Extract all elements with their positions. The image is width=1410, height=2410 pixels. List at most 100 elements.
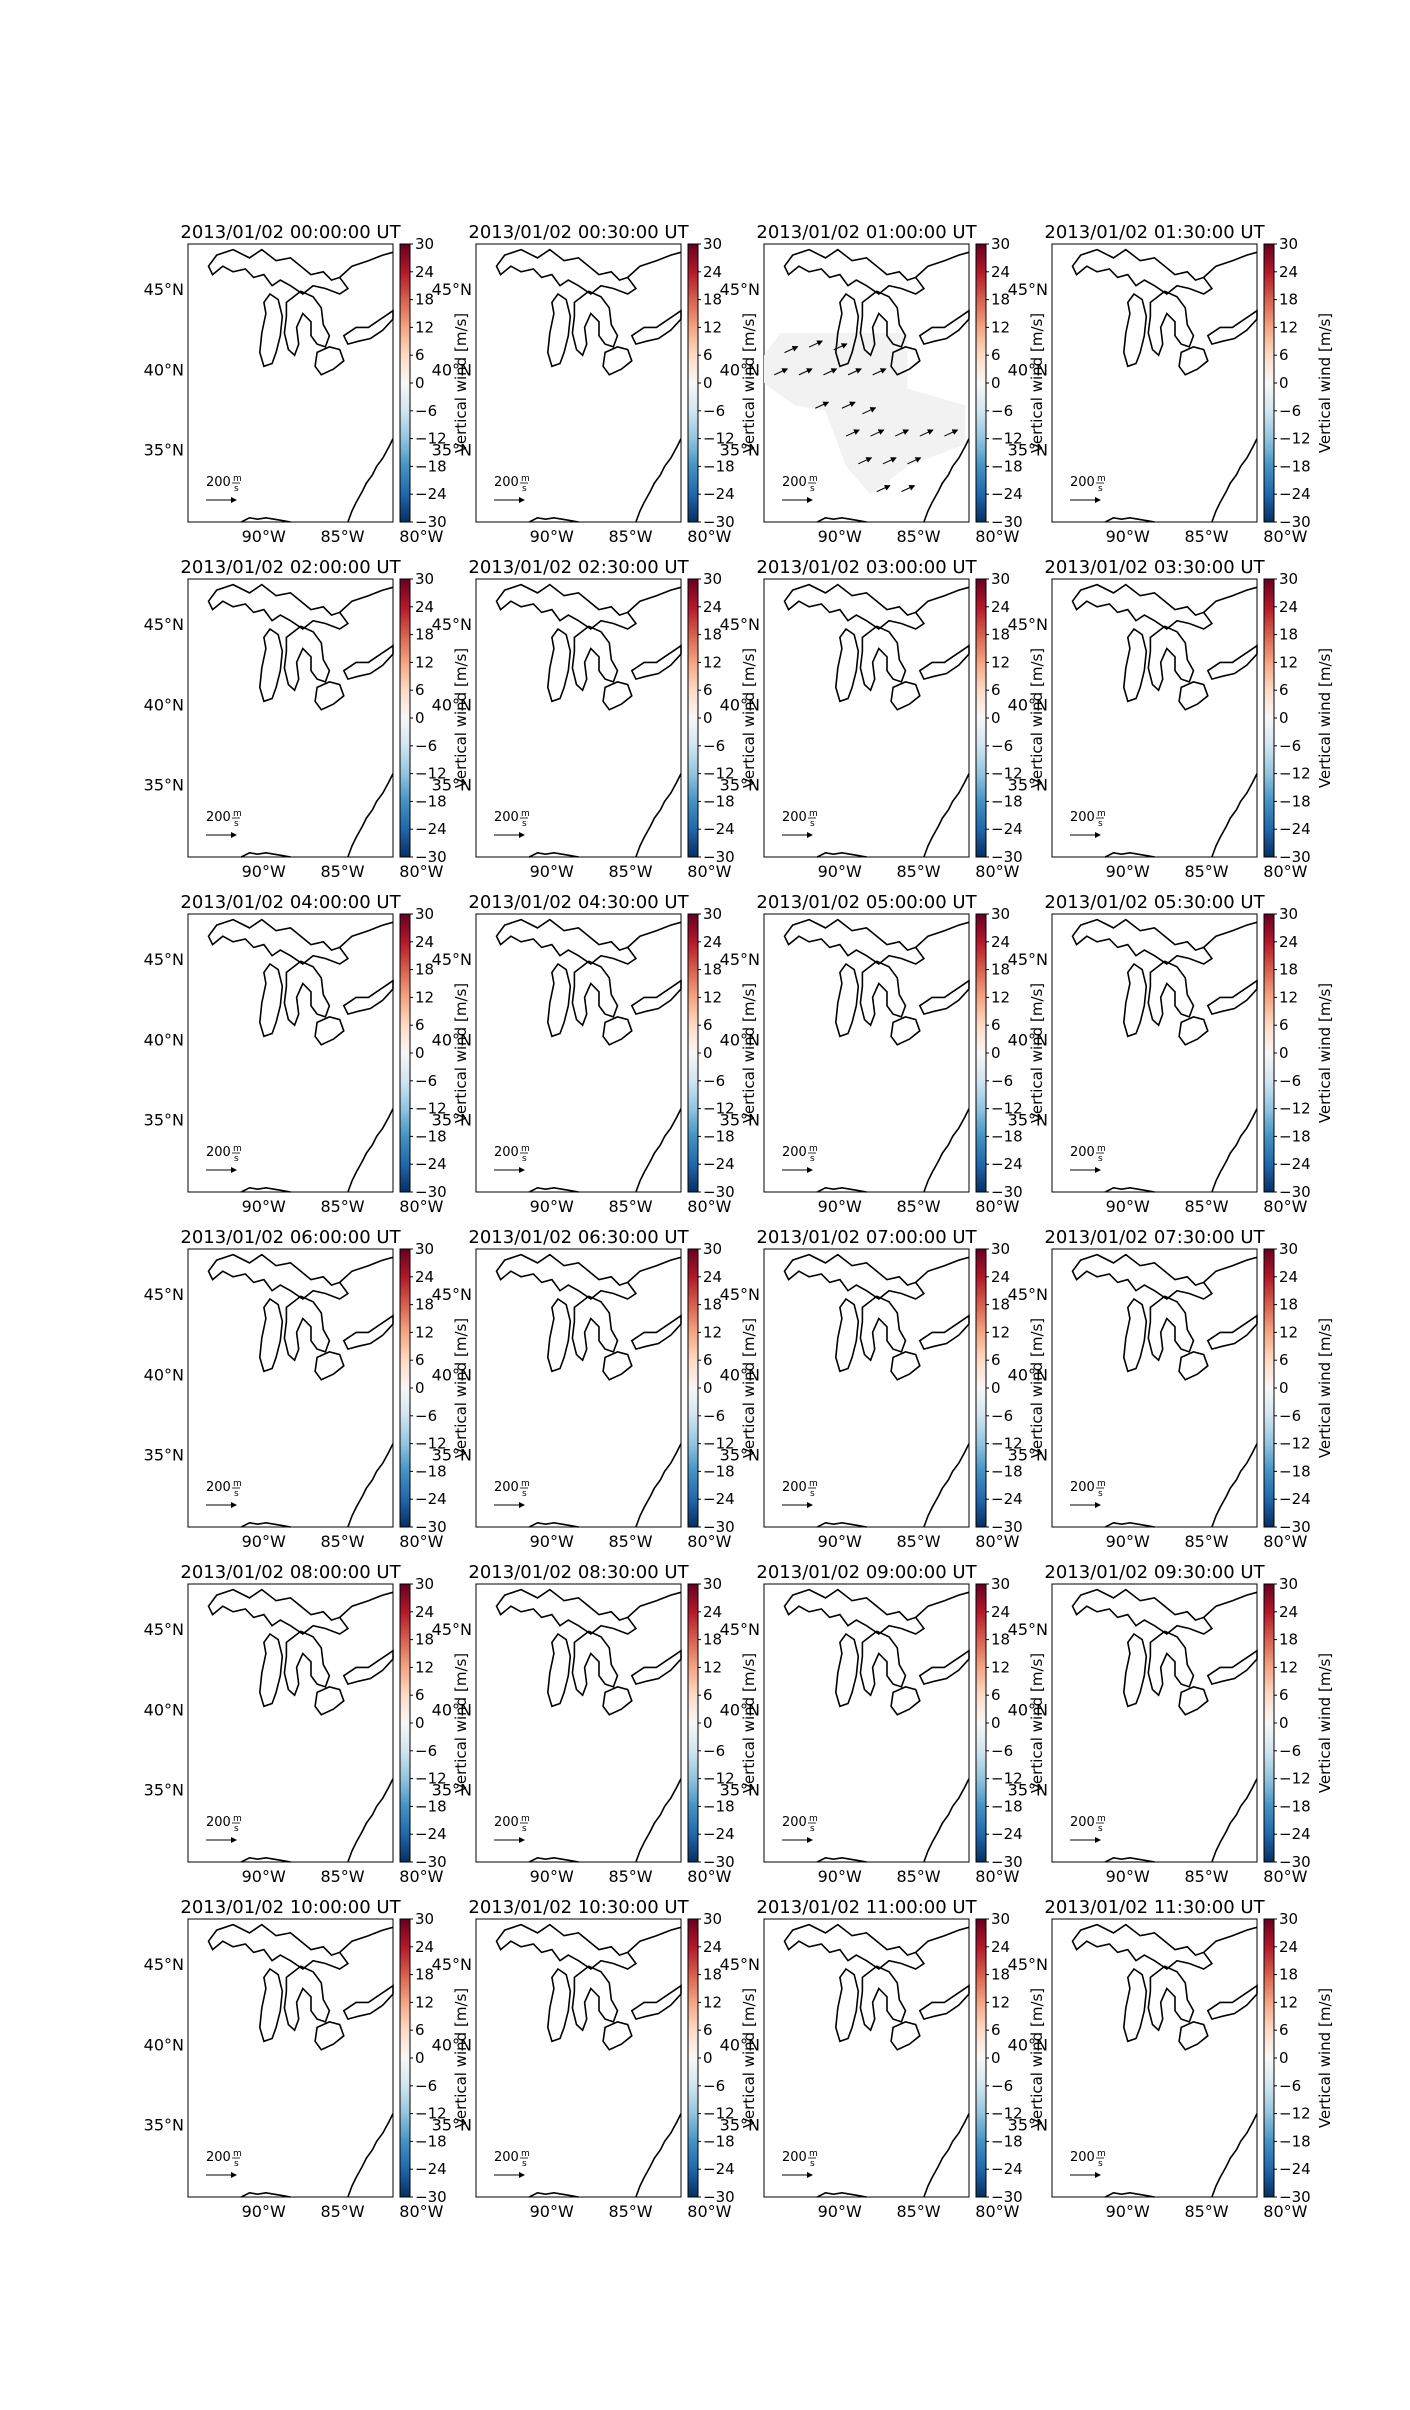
quiver-key-value: 200 (1070, 1480, 1095, 1495)
quiver-key-unit-numerator: m (233, 2149, 242, 2159)
lon-tick-label: 85°W (320, 2202, 364, 2221)
colorbar-scale (975, 1918, 987, 2198)
lake-outline (1178, 1351, 1209, 1381)
lake-outline (571, 1295, 619, 1362)
colorbar-scale (399, 1248, 411, 1528)
quiver-key-unit-denominator: s (1098, 484, 1103, 494)
lake-outline (1206, 979, 1258, 1016)
lon-tick-label: 90°W (1106, 862, 1150, 881)
quiver-key-unit-numerator: m (521, 809, 530, 819)
lat-tick-label: 35°N (720, 1781, 760, 1800)
colorbar-tick-label: 24 (991, 933, 1010, 951)
lake-outline (283, 960, 331, 1027)
colorbar-tick-label: −18 (703, 1462, 735, 1480)
quiver-key-value: 200 (494, 1815, 519, 1830)
quiver-key-unit-numerator: m (1097, 474, 1106, 484)
coastline (528, 1521, 579, 1528)
colorbar-tick-label: 24 (1279, 1268, 1298, 1286)
coastline (635, 2113, 682, 2198)
lake-outline (783, 248, 926, 295)
colorbar-tick-label: 12 (703, 1993, 722, 2011)
quiver-key-unit-numerator: m (809, 809, 818, 819)
map-axes (475, 1918, 682, 2198)
coastline (347, 773, 394, 858)
lat-tick-label: 40°N (432, 1365, 472, 1384)
colorbar-tick-label: −30 (1279, 1183, 1311, 1201)
panel-16: 2013/01/02 07:30:00 UT 45°N 40°N 35°N 90°W 85… (1008, 1227, 1334, 1551)
lake-outline (890, 1016, 921, 1046)
colorbar-scale (399, 1583, 411, 1863)
lon-tick-label: 80°W (975, 1532, 1019, 1551)
lake-outline (890, 681, 921, 711)
lon-tick-label: 90°W (242, 862, 286, 881)
colorbar-tick-label: 6 (415, 1686, 425, 1704)
lake-outline (283, 1630, 331, 1697)
colorbar-tick-label: 30 (1279, 1240, 1298, 1258)
colorbar-tick-label: 6 (991, 346, 1001, 364)
lake-outline (1147, 290, 1195, 357)
wind-vector (808, 340, 824, 348)
lon-tick-label: 80°W (975, 862, 1019, 881)
coastline (528, 516, 579, 523)
lon-tick-label: 85°W (896, 1197, 940, 1216)
coastline (635, 773, 682, 858)
lat-tick-label: 45°N (432, 1285, 472, 1304)
lat-tick-label: 45°N (1008, 615, 1048, 634)
colorbar-tick-label: 30 (703, 1575, 722, 1593)
quiver-key: 200 ms (206, 474, 242, 503)
panel-title: 2013/01/02 08:30:00 UT (468, 1562, 689, 1583)
lake-outline (546, 1632, 572, 1708)
lat-tick-label: 40°N (720, 1365, 760, 1384)
lake-outline (283, 625, 331, 692)
colorbar-tick-label: 30 (991, 235, 1010, 253)
lon-tick-label: 80°W (399, 1197, 443, 1216)
lake-outline (495, 248, 638, 295)
quiver-key: 200 ms (206, 1479, 242, 1508)
lake-outline (915, 251, 970, 278)
colorbar-tick-label: 30 (415, 1910, 434, 1928)
lake-outline (915, 1926, 970, 1953)
colorbar-tick-label: −24 (991, 2160, 1023, 2178)
colorbar-tick-label: 30 (1279, 570, 1298, 588)
quiver-key-value: 200 (1070, 475, 1095, 490)
colorbar-tick-label: −30 (415, 2188, 447, 2206)
lon-tick-label: 90°W (1106, 527, 1150, 546)
wind-vector (845, 429, 860, 437)
colorbar-tick-label: −30 (991, 1518, 1023, 1536)
lake-outline (495, 1588, 638, 1635)
colorbar-tick-label: −30 (703, 848, 735, 866)
panel-title: 2013/01/02 01:30:00 UT (1044, 222, 1265, 243)
colorbar-tick-label: 30 (703, 1910, 722, 1928)
colorbar-tick-label: −18 (703, 1797, 735, 1815)
colorbar-tick-label: 12 (415, 653, 434, 671)
coastline (347, 1778, 394, 1863)
lat-tick-label: 35°N (720, 1111, 760, 1130)
colorbar: 30 24 18 12 6 0 −6 −12 −18 −24 −30 Vertical wind [m… (975, 905, 1046, 1201)
quiver-key-value: 200 (206, 810, 231, 825)
lon-tick-label: 80°W (687, 1867, 731, 1886)
lat-tick-label: 35°N (432, 1781, 472, 1800)
colorbar-tick-label: 18 (703, 1966, 722, 1984)
colorbar-tick-label: 12 (991, 1323, 1010, 1341)
colorbar-tick-label: −24 (415, 485, 447, 503)
colorbar-tick-label: 18 (415, 291, 434, 309)
quiver-key-value: 200 (494, 2150, 519, 2165)
lat-tick-label: 35°N (432, 1446, 472, 1465)
coastline (240, 516, 291, 523)
quiver-key-unit-denominator: s (522, 1154, 527, 1164)
lake-outline (339, 1926, 394, 1953)
colorbar-tick-label: −6 (703, 737, 725, 755)
lat-tick-label: 45°N (144, 280, 184, 299)
lon-tick-label: 85°W (608, 862, 652, 881)
colorbar-tick-label: −30 (415, 1853, 447, 1871)
colorbar-label: Vertical wind [m/s] (1316, 1988, 1334, 2128)
colorbar-tick-label: −6 (703, 2077, 725, 2095)
colorbar-scale (399, 243, 411, 523)
lake-outline (342, 1649, 394, 1686)
quiver-key-unit-numerator: m (521, 474, 530, 484)
colorbar-scale (399, 1918, 411, 2198)
colorbar-scale (1263, 1583, 1275, 1863)
colorbar-tick-label: −18 (1279, 1462, 1311, 1480)
colorbar-tick-label: −12 (703, 1770, 735, 1788)
quiver-key: 200 ms (782, 1144, 818, 1173)
